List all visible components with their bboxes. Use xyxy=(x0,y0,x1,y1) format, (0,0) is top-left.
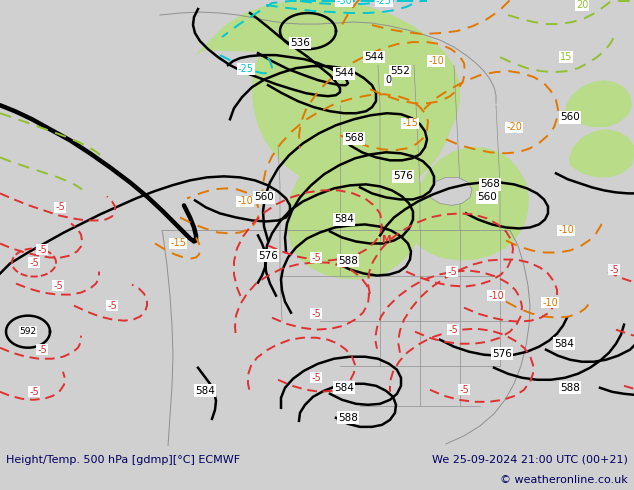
Polygon shape xyxy=(569,129,634,177)
Text: 576: 576 xyxy=(393,172,413,181)
Polygon shape xyxy=(0,0,634,45)
Text: © weatheronline.co.uk: © weatheronline.co.uk xyxy=(500,475,628,485)
Text: -5: -5 xyxy=(107,301,117,311)
Text: -5: -5 xyxy=(311,373,321,383)
Polygon shape xyxy=(0,0,170,446)
Text: 584: 584 xyxy=(334,215,354,224)
Text: 560: 560 xyxy=(477,193,497,202)
Text: M: M xyxy=(381,236,391,245)
Text: -25: -25 xyxy=(238,64,254,74)
Text: 592: 592 xyxy=(20,327,37,336)
Polygon shape xyxy=(565,80,632,127)
Text: -5: -5 xyxy=(448,325,458,335)
Text: 544: 544 xyxy=(364,52,384,62)
Text: 588: 588 xyxy=(560,383,580,393)
Text: 584: 584 xyxy=(195,386,215,396)
Text: -5: -5 xyxy=(37,245,47,254)
Polygon shape xyxy=(412,147,529,261)
Text: -5: -5 xyxy=(609,265,619,274)
Text: -5: -5 xyxy=(29,258,39,268)
Text: -10: -10 xyxy=(558,225,574,236)
Text: 576: 576 xyxy=(258,250,278,261)
Polygon shape xyxy=(210,0,460,196)
Text: 20: 20 xyxy=(576,0,588,10)
Text: 568: 568 xyxy=(480,179,500,189)
Text: -5: -5 xyxy=(459,385,469,395)
Text: -15: -15 xyxy=(402,118,418,128)
Polygon shape xyxy=(522,0,634,446)
Text: -5: -5 xyxy=(55,202,65,213)
Polygon shape xyxy=(287,143,425,280)
Text: 560: 560 xyxy=(254,193,274,202)
Text: -5: -5 xyxy=(53,281,63,291)
Text: 15: 15 xyxy=(560,52,573,62)
Text: -30: -30 xyxy=(336,0,352,6)
Text: 536: 536 xyxy=(290,38,310,48)
Text: 584: 584 xyxy=(334,383,354,393)
Text: 568: 568 xyxy=(344,133,364,143)
Text: Height/Temp. 500 hPa [gdmp][°C] ECMWF: Height/Temp. 500 hPa [gdmp][°C] ECMWF xyxy=(6,455,240,465)
Text: 588: 588 xyxy=(338,255,358,266)
Text: 544: 544 xyxy=(334,68,354,78)
Text: -5: -5 xyxy=(37,344,47,355)
Text: 588: 588 xyxy=(338,413,358,423)
Text: -15: -15 xyxy=(170,239,186,248)
Text: 584: 584 xyxy=(554,339,574,349)
Text: -5: -5 xyxy=(311,309,321,318)
Text: 0: 0 xyxy=(385,75,391,85)
Text: -20: -20 xyxy=(506,122,522,132)
Text: -5: -5 xyxy=(447,267,457,276)
Polygon shape xyxy=(430,177,472,205)
Text: -5: -5 xyxy=(29,387,39,397)
Polygon shape xyxy=(195,5,453,196)
Text: We 25-09-2024 21:00 UTC (00+21): We 25-09-2024 21:00 UTC (00+21) xyxy=(432,455,628,465)
Text: 552: 552 xyxy=(390,66,410,76)
Text: 576: 576 xyxy=(492,349,512,359)
Text: -10: -10 xyxy=(542,297,558,308)
Text: -10: -10 xyxy=(237,196,253,206)
Text: -5: -5 xyxy=(311,252,321,263)
Text: 560: 560 xyxy=(560,112,580,122)
Text: -25: -25 xyxy=(376,0,392,6)
Text: -10: -10 xyxy=(428,56,444,66)
Text: -10: -10 xyxy=(488,291,504,300)
